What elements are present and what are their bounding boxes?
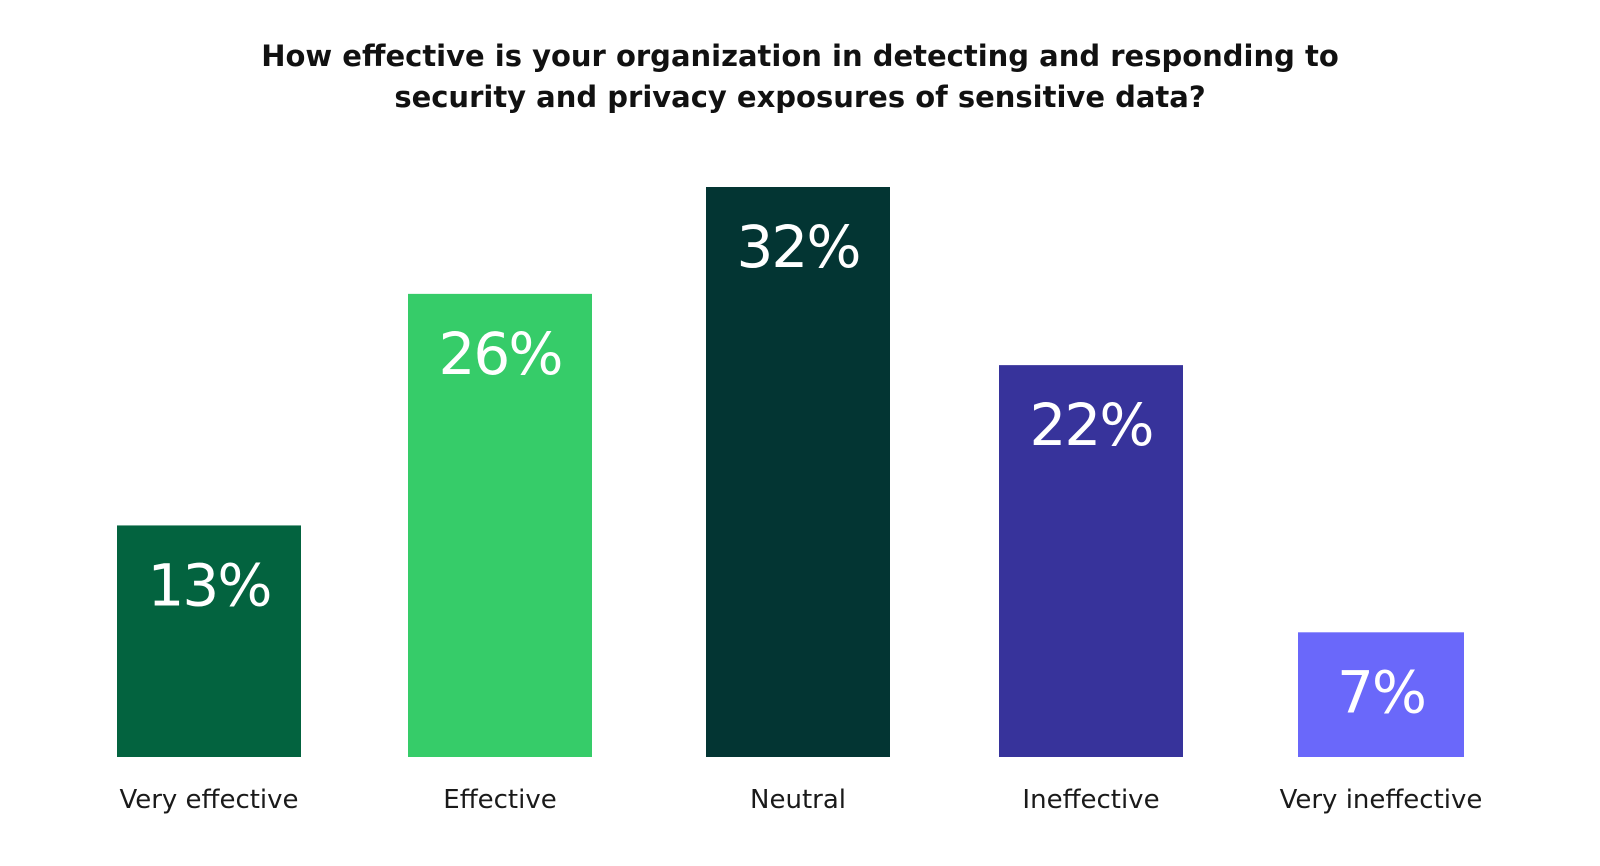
- category-label: Very ineffective: [1280, 785, 1483, 815]
- bar-effective: [408, 293, 592, 757]
- bar-ineffective: [999, 365, 1183, 757]
- category-label: Neutral: [750, 785, 846, 815]
- bar-value-label: 32%: [737, 213, 860, 281]
- category-label: Very effective: [119, 785, 298, 815]
- chart-title-line-1: How effective is your organization in de…: [261, 39, 1339, 73]
- bar-value-label: 7%: [1337, 658, 1425, 726]
- bar-very-ineffective: [1298, 632, 1464, 757]
- bar-neutral: [706, 187, 890, 757]
- chart-title: How effective is your organization in de…: [200, 36, 1400, 118]
- category-label: Effective: [443, 785, 556, 815]
- chart-title-line-2: security and privacy exposures of sensit…: [394, 80, 1206, 114]
- bar-value-label: 22%: [1030, 391, 1153, 459]
- bar-value-label: 26%: [439, 320, 562, 388]
- category-label: Ineffective: [1022, 785, 1159, 815]
- bar-very-effective: [117, 525, 301, 757]
- bar-value-label: 13%: [148, 551, 271, 619]
